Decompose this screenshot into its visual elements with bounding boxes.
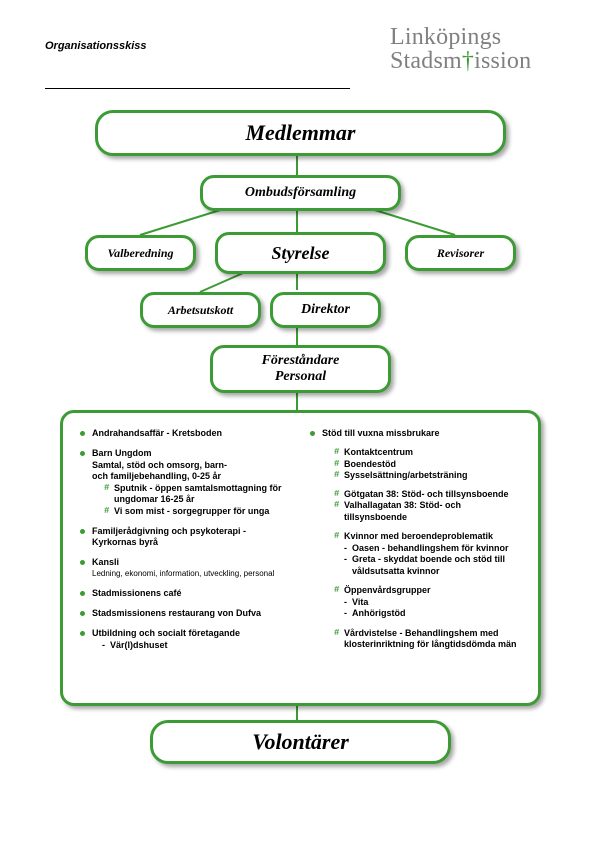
box-ombud: Ombudsförsamling [200,175,401,211]
activity-item: KansliLedning, ekonomi, information, utv… [80,557,290,578]
box-medlemmar: Medlemmar [95,110,506,156]
activity-item: Andrahandsaffär - Kretsboden [80,428,290,439]
box-label: Personal [275,369,326,385]
activity-title: Utbildning och socialt företagande [92,628,290,639]
activity-title: Stöd till vuxna missbrukare [322,428,525,439]
box-label: Styrelse [272,243,330,264]
activity-item: Stadsmissionens restaurang von Dufva [80,608,290,619]
box-valberedning: Valberedning [85,235,196,271]
box-styrelse: Styrelse [215,232,386,274]
activity-title: Barn Ungdom [92,448,290,459]
box-revisorer: Revisorer [405,235,516,271]
box-label: Volontärer [252,729,349,755]
box-label: Revisorer [437,246,484,261]
activity-title: Stadsmissionens restaurang von Dufva [92,608,290,619]
activity-column: Andrahandsaffär - KretsbodenBarn UngdomS… [80,428,290,661]
activity-title: Stadmissionens café [92,588,290,599]
activity-title: Andrahandsaffär - Kretsboden [92,428,290,439]
page: Organisationsskiss Linköpings Stadsm†iss… [0,0,595,842]
activity-item: Familjerådgivning och psykoterapi - Kyrk… [80,526,290,549]
box-label: Ombudsförsamling [245,185,356,201]
box-forestandare: FöreståndarePersonal [210,345,391,393]
activity-item: Stadmissionens café [80,588,290,599]
org-chart: Medlemmar Ombudsförsamling Valberedning Sty… [0,0,595,842]
box-volontarer: Volontärer [150,720,451,764]
box-label: Medlemmar [246,120,356,146]
box-label: Arbetsutskott [168,303,233,318]
activity-title: Kansli [92,557,290,568]
box-label: Föreståndare [262,353,340,369]
activity-column: Stöd till vuxna missbrukareKontaktcentru… [310,428,525,659]
activity-item: Barn UngdomSamtal, stöd och omsorg, barn… [80,448,290,517]
box-label: Direktor [301,302,350,318]
box-direktor: Direktor [270,292,381,328]
activity-item: Stöd till vuxna missbrukareKontaktcentru… [310,428,525,650]
activity-item: Utbildning och socialt företagandeVär(l)… [80,628,290,652]
box-label: Valberedning [107,246,173,261]
activity-title: Familjerådgivning och psykoterapi - Kyrk… [92,526,290,549]
box-arbetsutskott: Arbetsutskott [140,292,261,328]
